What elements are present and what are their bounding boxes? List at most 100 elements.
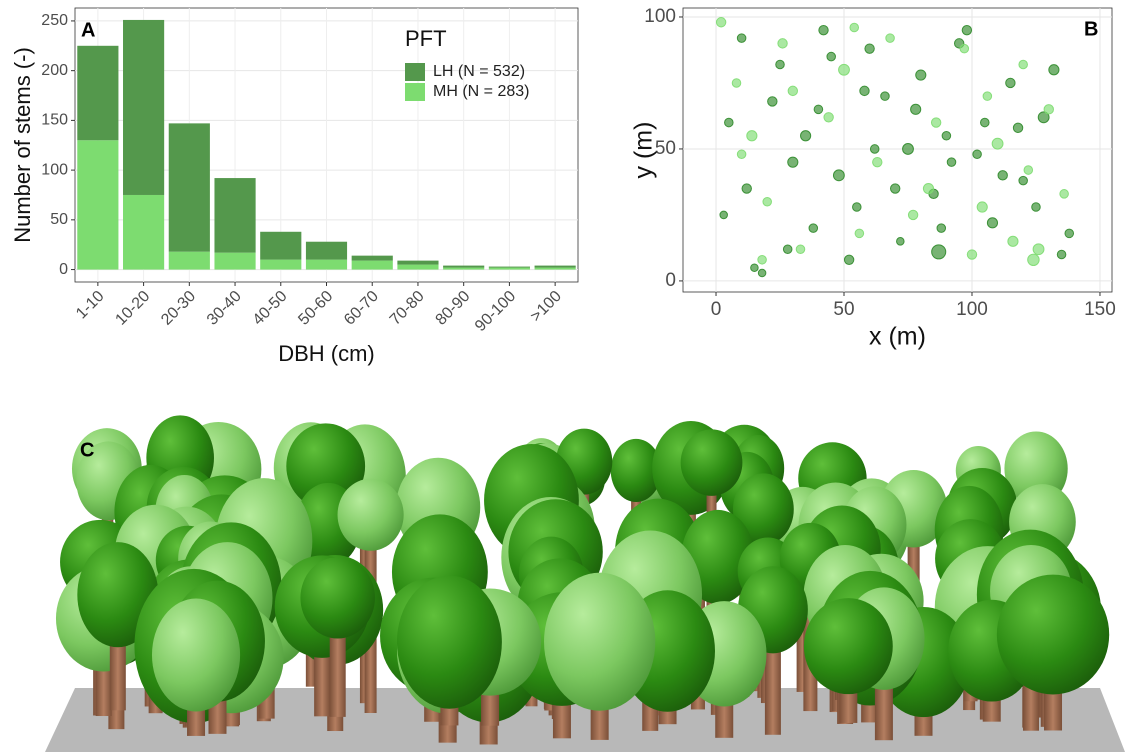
tree-point — [788, 86, 797, 95]
tree-point — [908, 210, 917, 219]
tree-point — [824, 113, 833, 122]
x-tick-label: 50 — [833, 299, 854, 320]
tree-point — [737, 34, 746, 43]
x-axis-title: DBH (cm) — [278, 341, 375, 366]
crown — [152, 598, 240, 711]
tree-point — [814, 105, 823, 114]
crown — [997, 575, 1109, 695]
bar — [214, 178, 255, 253]
x-tick-label: 70-80 — [387, 288, 428, 329]
forest-render: C — [45, 415, 1125, 752]
y-tick-label: 150 — [41, 112, 68, 129]
tree-point — [967, 250, 976, 259]
tree-point — [992, 138, 1003, 149]
bar — [489, 267, 530, 268]
crown — [804, 598, 893, 694]
tree-point — [737, 150, 746, 159]
tree-point — [873, 157, 882, 166]
tree-point — [931, 118, 940, 127]
tree-point — [844, 255, 853, 264]
y-tick-label: 100 — [644, 6, 676, 27]
x-tick-label: >100 — [527, 288, 565, 326]
tree-point — [860, 86, 869, 95]
tree-point — [783, 245, 792, 254]
bar — [535, 268, 576, 270]
tree-point — [1019, 176, 1028, 185]
bar — [123, 20, 164, 195]
bar — [306, 242, 347, 260]
tree-point — [758, 256, 767, 265]
crown — [397, 576, 502, 709]
tree-point — [839, 64, 850, 75]
bar — [443, 268, 484, 270]
x-tick-label: 20-30 — [158, 288, 199, 329]
bar — [397, 261, 438, 265]
x-tick-label: 60-70 — [341, 288, 382, 329]
x-tick-label: 150 — [1084, 299, 1116, 320]
x-tick-label: 100 — [956, 299, 988, 320]
y-tick-label: 0 — [665, 270, 676, 291]
tree-point — [960, 44, 969, 53]
tree-point — [1049, 65, 1059, 75]
crown — [338, 479, 404, 551]
y-axis-title: y (m) — [630, 122, 658, 179]
tree-point — [855, 229, 864, 238]
crown — [681, 429, 743, 496]
tree-point — [903, 144, 914, 155]
tree-point — [937, 224, 946, 233]
bar — [306, 260, 347, 270]
bar — [352, 256, 393, 261]
y-axis-title: Number of stems (-) — [10, 47, 35, 243]
tree-point — [819, 25, 828, 34]
y-tick-label: 250 — [41, 12, 68, 29]
bar — [77, 46, 118, 140]
x-tick-label: 10-20 — [112, 288, 153, 329]
tree-point — [776, 60, 785, 69]
y-tick-label: 0 — [59, 261, 68, 278]
panel-label: C — [80, 439, 94, 461]
tree-point — [942, 131, 951, 140]
bar — [535, 266, 576, 268]
tree-point — [897, 238, 905, 246]
crown — [544, 573, 655, 711]
tree-point — [1032, 203, 1041, 212]
x-tick-label: 1-10 — [73, 288, 108, 323]
tree-point — [1060, 190, 1069, 199]
tree-point — [1033, 244, 1044, 255]
tree-point — [973, 150, 982, 159]
tree-point — [716, 18, 725, 27]
bar — [214, 253, 255, 270]
tree-point — [801, 131, 811, 141]
tree-point — [768, 97, 777, 106]
tree-point — [827, 52, 836, 61]
legend-swatch — [405, 83, 425, 101]
tree-point — [1019, 60, 1028, 69]
tree-point — [932, 245, 946, 259]
tree-point — [758, 269, 766, 277]
tree-point — [916, 70, 926, 80]
tree-point — [1044, 105, 1053, 114]
tree-point — [1006, 78, 1015, 87]
legend-label: LH (N = 532) — [433, 63, 525, 80]
bar — [169, 252, 210, 270]
tree-point — [923, 183, 933, 193]
tree-point — [977, 202, 987, 212]
bar — [443, 266, 484, 268]
crown — [300, 557, 375, 638]
panel-label: A — [81, 19, 95, 41]
plot-area — [683, 8, 1112, 292]
tree-point — [886, 34, 895, 43]
bar — [260, 232, 301, 260]
tree-point — [1065, 229, 1074, 238]
tree-point — [947, 158, 956, 167]
x-tick-label: 50-60 — [295, 288, 336, 329]
y-tick-label: 200 — [41, 62, 68, 79]
tree-point — [1057, 250, 1066, 259]
tree-point — [796, 245, 805, 254]
bar — [77, 140, 118, 269]
x-tick-label: 40-50 — [250, 288, 291, 329]
legend-swatch — [405, 63, 425, 81]
tree-point — [881, 92, 890, 101]
legend-label: MH (N = 283) — [433, 83, 529, 100]
tree-point — [1013, 123, 1022, 132]
